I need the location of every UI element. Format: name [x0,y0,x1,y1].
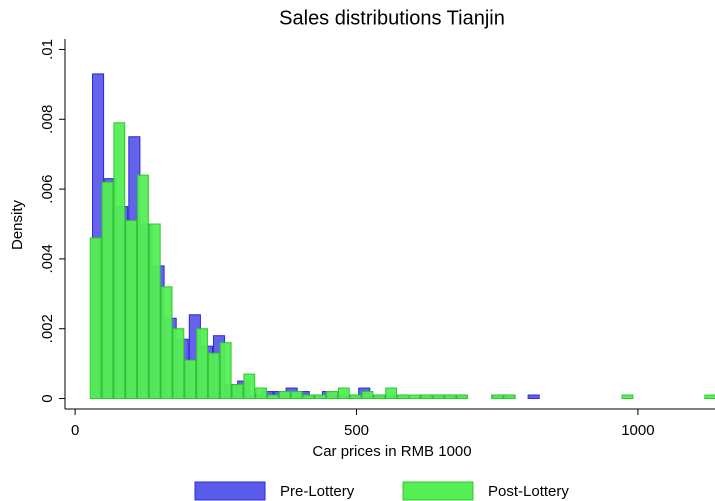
y-tick-label: .008 [39,105,56,134]
histogram-bar [302,394,315,400]
histogram-bar [196,328,208,400]
histogram-bar [113,122,126,400]
histogram-bar [207,352,220,400]
x-tick-label: 500 [344,422,369,439]
histogram-bar [491,394,504,400]
x-tick-label: 0 [71,422,79,439]
y-tick-label: .006 [39,174,56,203]
histogram-bar [278,391,291,400]
histogram-bar [255,387,268,400]
y-tick-label: .002 [39,314,56,343]
histogram-bar [420,394,433,400]
histogram-bar [267,394,279,400]
legend-label: Pre-Lottery [280,483,355,500]
histogram-bar [527,394,540,400]
histogram-bar [314,394,327,400]
x-tick-label: 1000 [621,422,654,439]
histogram-bar [290,391,303,400]
histogram-bar [337,387,350,400]
y-tick-label: .01 [39,39,56,60]
histogram-bar [621,394,634,400]
histogram-bar [172,328,185,400]
histogram-bar [349,394,362,400]
histogram-bar [231,384,244,400]
y-tick-label: 0 [39,394,56,402]
histogram-bar [408,394,421,400]
histogram-bar [704,394,715,400]
histogram-bar [160,286,173,400]
legend-swatch [194,481,266,501]
histogram-bar [385,387,398,400]
histogram-bar [243,373,256,400]
y-tick-label: .004 [39,244,56,273]
histogram-bar [101,181,114,400]
y-axis-label: Density [9,199,26,250]
histogram-bar [125,220,138,400]
histogram-bar [326,391,338,400]
histogram-bar [432,394,445,400]
histogram-bar [444,394,457,400]
legend-label: Post-Lottery [488,483,569,500]
histogram-bar [89,237,102,400]
histogram-bar [148,223,161,400]
chart-title: Sales distributions Tianjin [279,7,505,29]
x-axis-label: Car prices in RMB 1000 [312,443,471,460]
plot-area [89,73,715,400]
histogram-bar [184,359,197,400]
histogram-bar [397,394,409,400]
histogram-bar [219,342,232,400]
histogram-bar [137,174,149,400]
legend-swatch [402,481,474,501]
histogram-bar [373,394,386,400]
histogram-bar [503,394,516,400]
histogram-bar [456,394,468,400]
histogram-bar [361,391,374,400]
